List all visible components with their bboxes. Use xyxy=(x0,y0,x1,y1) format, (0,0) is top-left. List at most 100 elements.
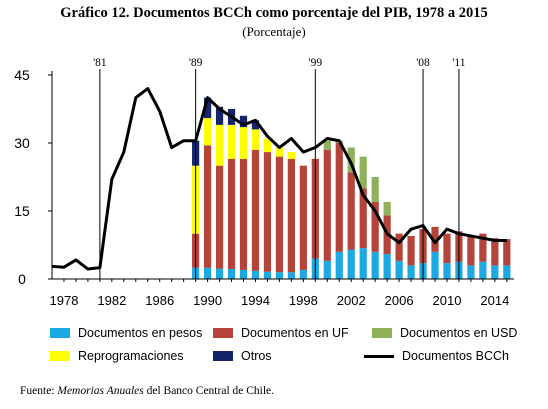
bar-segment xyxy=(239,127,248,159)
bar-segment xyxy=(239,158,248,270)
x-tick-label: 1998 xyxy=(289,293,318,308)
y-tick-label: 15 xyxy=(14,203,30,219)
bar-segment xyxy=(371,177,379,202)
y-tick-label: 30 xyxy=(14,135,30,151)
legend-item-otros: Otros xyxy=(213,349,272,363)
bar-segment xyxy=(503,239,511,266)
bar-segment xyxy=(204,118,212,146)
bar-segment xyxy=(503,265,511,279)
x-tick-label: 1994 xyxy=(241,293,270,308)
x-tick-label: 1978 xyxy=(50,293,79,308)
legend-item-documentos-en-uf: Documentos en UF xyxy=(213,326,349,340)
x-tick-label: 2002 xyxy=(337,293,366,308)
legend-label: Documentos en UF xyxy=(241,326,349,340)
bar-segment xyxy=(323,260,331,279)
bar-segment xyxy=(204,145,212,268)
bar-segment xyxy=(335,251,343,279)
bar-segment xyxy=(251,149,260,271)
legend-swatch xyxy=(50,328,70,338)
bar-segment xyxy=(443,233,451,264)
bar-segment xyxy=(383,254,391,279)
bar-segment xyxy=(263,152,272,272)
legend: Documentos en pesos Documentos en UF Doc… xyxy=(0,318,548,378)
bar-segment xyxy=(275,272,284,279)
x-tick-label: 2010 xyxy=(433,293,462,308)
chart-title: Gráfico 12. Documentos BCCh como porcent… xyxy=(60,5,488,21)
bar-segment xyxy=(431,226,439,252)
bar-segment xyxy=(215,124,224,166)
bar-segment xyxy=(227,269,236,279)
bar-segment xyxy=(323,140,331,150)
legend-swatch xyxy=(213,328,233,338)
legend-item-documentos-en-pesos: Documentos en pesos xyxy=(50,326,202,340)
x-tick-label: 1990 xyxy=(193,293,222,308)
bar-segment xyxy=(251,129,260,150)
bar-segment xyxy=(239,115,248,128)
legend-line-swatch xyxy=(364,354,394,358)
bar-segment xyxy=(323,149,331,261)
bar-segment xyxy=(287,152,295,159)
bar-segment xyxy=(204,267,212,279)
marker-label: '08 xyxy=(416,57,430,69)
marker-label: '81 xyxy=(93,57,107,69)
bar-segment xyxy=(287,158,295,273)
source-suffix: del Banco Central de Chile. xyxy=(143,385,275,397)
legend-label: Otros xyxy=(241,349,272,363)
bar-segment xyxy=(467,235,475,266)
x-tick-label: 2006 xyxy=(385,293,414,308)
bar-segment xyxy=(215,165,224,269)
bar-segment xyxy=(251,270,260,279)
y-tick-label: 0 xyxy=(18,271,26,287)
bar-segment xyxy=(395,233,403,261)
bar-segment xyxy=(431,251,439,279)
legend-label: Reprogramaciones xyxy=(78,349,184,363)
y-tick-label: 45 xyxy=(14,67,30,83)
legend-swatch xyxy=(372,328,392,338)
bar-segment xyxy=(359,188,367,249)
bar-segment xyxy=(467,265,475,279)
legend-item-documentos-en-usd: Documentos en USD xyxy=(372,326,517,340)
legend-item-documentos-bcch: Documentos BCCh xyxy=(364,349,509,363)
bar-segment xyxy=(359,156,367,189)
bar-segment xyxy=(383,201,391,216)
bar-segment xyxy=(239,269,248,279)
chart-subtitle: (Porcentaje) xyxy=(242,24,306,39)
bar-segment xyxy=(407,265,415,279)
bar-segment xyxy=(371,251,379,279)
bar-segment xyxy=(335,143,343,252)
bar-segment xyxy=(263,138,272,153)
bar-segment xyxy=(395,260,403,279)
bar-segment xyxy=(215,268,224,279)
bar-segment xyxy=(263,271,272,279)
marker-label: '89 xyxy=(189,57,203,69)
bar-segment xyxy=(227,124,236,159)
legend-label: Documentos en pesos xyxy=(78,326,203,340)
bar-segment xyxy=(443,263,451,279)
bar-segment xyxy=(347,147,355,173)
bar-segment xyxy=(371,201,379,252)
marker-label: '99 xyxy=(309,57,323,69)
bar-segment xyxy=(299,165,307,270)
bar-segment xyxy=(275,147,284,157)
source-prefix: Fuente: xyxy=(20,385,58,397)
legend-swatch xyxy=(213,351,233,361)
chart: '81 '89 '99 '08 '11 0 15 30 45 1978 1982 1986 1990 19… xyxy=(14,57,514,308)
bar-segment xyxy=(407,235,415,266)
x-tick-label: 1982 xyxy=(97,293,126,308)
legend-item-reprogramaciones: Reprogramaciones xyxy=(50,349,184,363)
bar-segment xyxy=(491,238,499,266)
bar-segment xyxy=(347,172,355,250)
bar-segment xyxy=(479,233,487,262)
bar-segment xyxy=(359,248,367,279)
x-tick-label: 2014 xyxy=(480,293,509,308)
bar-segment xyxy=(491,265,499,279)
bar-segment xyxy=(347,249,355,279)
bar-segment xyxy=(227,158,236,270)
legend-label: Documentos en USD xyxy=(400,326,518,340)
x-tick-label: 1986 xyxy=(145,293,174,308)
bar-segment xyxy=(275,156,284,273)
bar-segment xyxy=(251,120,260,130)
bar-segment xyxy=(299,269,307,279)
marker-label: '11 xyxy=(452,57,465,69)
legend-swatch xyxy=(50,351,70,361)
